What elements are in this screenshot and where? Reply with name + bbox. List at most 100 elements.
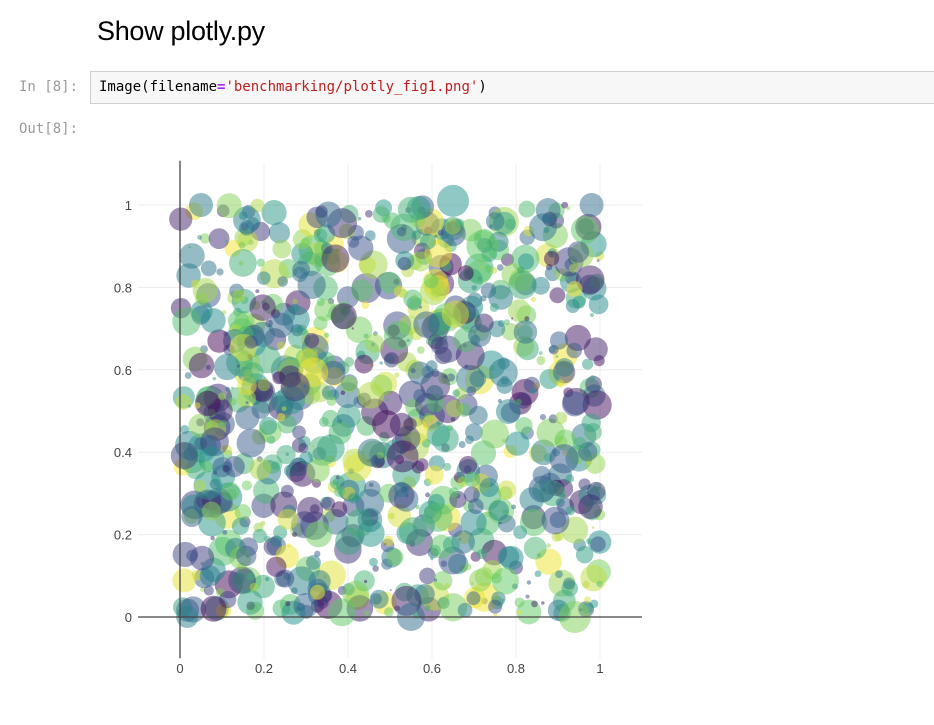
data-point xyxy=(394,605,401,612)
data-point xyxy=(354,354,374,374)
data-point xyxy=(306,555,321,570)
data-point xyxy=(596,580,603,588)
data-point xyxy=(179,243,205,269)
data-point xyxy=(555,354,559,358)
data-point xyxy=(430,336,449,355)
data-point xyxy=(244,335,258,349)
data-point xyxy=(464,471,481,488)
data-point xyxy=(197,235,202,240)
data-point xyxy=(534,570,542,578)
data-point xyxy=(347,235,360,248)
data-point xyxy=(457,602,473,618)
data-point xyxy=(340,390,346,396)
data-point xyxy=(582,358,594,370)
data-point xyxy=(518,200,536,218)
data-point xyxy=(549,287,566,304)
data-point xyxy=(496,264,504,271)
data-point xyxy=(268,222,291,244)
data-point xyxy=(513,525,528,540)
data-point xyxy=(555,497,565,508)
data-point xyxy=(589,375,596,381)
data-point xyxy=(456,364,485,393)
bubble-chart: 0 0.2 0.4 0.6 0.8 1 0 0.2 0.4 0.6 0.8 1 xyxy=(100,150,660,699)
data-point xyxy=(301,237,311,247)
data-point xyxy=(468,405,488,425)
data-point xyxy=(271,461,280,470)
data-point xyxy=(410,368,416,374)
data-point xyxy=(419,567,436,585)
data-point xyxy=(466,230,499,263)
data-point xyxy=(264,576,270,582)
data-point xyxy=(277,508,299,530)
data-point xyxy=(255,289,260,294)
x-tick-label: 0.4 xyxy=(339,661,357,676)
data-point xyxy=(419,305,423,309)
data-point xyxy=(573,436,587,450)
data-point xyxy=(585,375,602,393)
x-tick-label: 0.8 xyxy=(507,661,525,676)
data-point xyxy=(575,265,605,294)
data-point xyxy=(505,431,530,456)
data-point xyxy=(340,375,358,393)
x-tick-label: 0.2 xyxy=(255,661,273,676)
data-point xyxy=(199,233,211,244)
data-point xyxy=(529,213,557,242)
data-point xyxy=(237,230,259,252)
data-point xyxy=(566,206,571,211)
code-line[interactable]: Image(filename='benchmarking/plotly_fig1… xyxy=(99,79,487,95)
data-point xyxy=(268,312,294,338)
data-point xyxy=(172,541,198,568)
data-point xyxy=(187,404,191,408)
data-point xyxy=(315,201,342,228)
data-point xyxy=(260,520,266,526)
data-point xyxy=(213,353,241,381)
data-point xyxy=(249,294,276,321)
data-point xyxy=(503,319,510,326)
data-point xyxy=(586,481,606,501)
y-tick-label: 0 xyxy=(125,610,132,625)
data-point xyxy=(249,458,272,480)
data-point xyxy=(549,331,569,350)
data-point xyxy=(528,475,556,503)
data-point xyxy=(591,526,595,530)
data-point xyxy=(216,193,242,219)
data-point xyxy=(383,535,394,547)
data-point xyxy=(222,529,228,535)
data-point xyxy=(517,610,523,615)
data-point xyxy=(543,227,550,234)
data-point xyxy=(565,505,576,516)
data-point xyxy=(276,444,296,465)
data-point xyxy=(249,582,259,592)
data-point xyxy=(221,481,240,501)
data-point xyxy=(567,241,590,263)
data-point xyxy=(195,390,221,417)
data-point xyxy=(539,368,560,389)
data-point xyxy=(199,565,221,587)
data-point xyxy=(515,417,533,435)
data-point xyxy=(423,502,453,532)
data-point xyxy=(169,207,193,231)
data-point xyxy=(210,535,215,541)
data-point xyxy=(551,532,562,542)
data-point xyxy=(195,292,208,306)
data-point xyxy=(393,481,410,498)
data-point xyxy=(499,521,502,525)
data-point xyxy=(500,402,521,423)
data-point xyxy=(212,457,233,478)
data-point xyxy=(397,256,412,271)
data-point xyxy=(479,477,499,498)
data-point xyxy=(298,443,309,454)
data-point xyxy=(212,376,217,381)
code-cell[interactable]: Image(filename='benchmarking/plotly_fig1… xyxy=(90,71,934,104)
data-point xyxy=(536,355,546,365)
data-point xyxy=(518,253,535,270)
data-point xyxy=(181,505,203,528)
data-point xyxy=(285,600,291,607)
data-point xyxy=(324,390,332,398)
data-point xyxy=(523,536,547,560)
data-point xyxy=(228,397,237,406)
data-point xyxy=(434,234,438,238)
data-point xyxy=(413,389,427,403)
data-point xyxy=(313,228,328,243)
data-point xyxy=(468,498,484,515)
